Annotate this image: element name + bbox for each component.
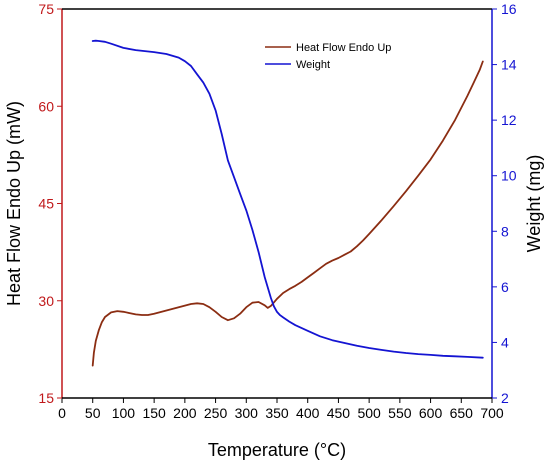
x-tick-label: 550 <box>388 405 412 421</box>
left-y-axis-ticks: 15 30 45 60 75 <box>38 1 62 406</box>
x-tick-label: 100 <box>112 405 136 421</box>
x-axis-ticks: 0 50 100 150 200 250 300 350 400 450 500 550 600 650 7… <box>58 398 504 421</box>
x-axis-title: Temperature (°C) <box>208 440 346 460</box>
legend-label-heat-flow: Heat Flow Endo Up <box>296 42 391 54</box>
right-y-tick-label: 12 <box>501 112 517 128</box>
x-tick-label: 300 <box>235 405 259 421</box>
x-tick-label: 600 <box>419 405 443 421</box>
right-y-tick-label: 4 <box>501 334 509 350</box>
right-y-axis-title: Weight (mg) <box>524 155 544 253</box>
x-tick-label: 50 <box>85 405 101 421</box>
x-tick-label: 250 <box>204 405 228 421</box>
right-y-tick-label: 16 <box>501 1 517 17</box>
legend: Heat Flow Endo Up Weight <box>265 42 391 71</box>
x-tick-label: 150 <box>142 405 166 421</box>
right-y-tick-label: 2 <box>501 390 509 406</box>
x-tick-label: 0 <box>58 405 66 421</box>
x-tick-label: 200 <box>173 405 197 421</box>
x-tick-label: 400 <box>296 405 320 421</box>
series-layer <box>91 39 484 367</box>
right-y-tick-label: 14 <box>501 57 517 73</box>
right-y-tick-label: 6 <box>501 279 509 295</box>
weight-series-line <box>91 39 484 359</box>
x-tick-label: 500 <box>357 405 381 421</box>
x-tick-label: 350 <box>265 405 289 421</box>
heat-flow-series-line <box>91 60 484 367</box>
x-tick-label: 650 <box>450 405 474 421</box>
x-tick-label: 700 <box>480 405 504 421</box>
left-y-tick-label: 15 <box>38 390 54 406</box>
left-y-tick-label: 60 <box>38 98 54 114</box>
right-y-tick-label: 10 <box>501 168 517 184</box>
left-y-tick-label: 75 <box>38 1 54 17</box>
left-y-tick-label: 45 <box>38 196 54 212</box>
right-y-axis-ticks: 2 4 6 8 10 12 14 16 <box>492 1 517 406</box>
legend-label-weight: Weight <box>296 59 330 71</box>
left-y-tick-label: 30 <box>38 293 54 309</box>
right-y-tick-label: 8 <box>501 223 509 239</box>
left-y-axis-title: Heat Flow Endo Up (mW) <box>4 101 24 306</box>
x-tick-label: 450 <box>327 405 351 421</box>
